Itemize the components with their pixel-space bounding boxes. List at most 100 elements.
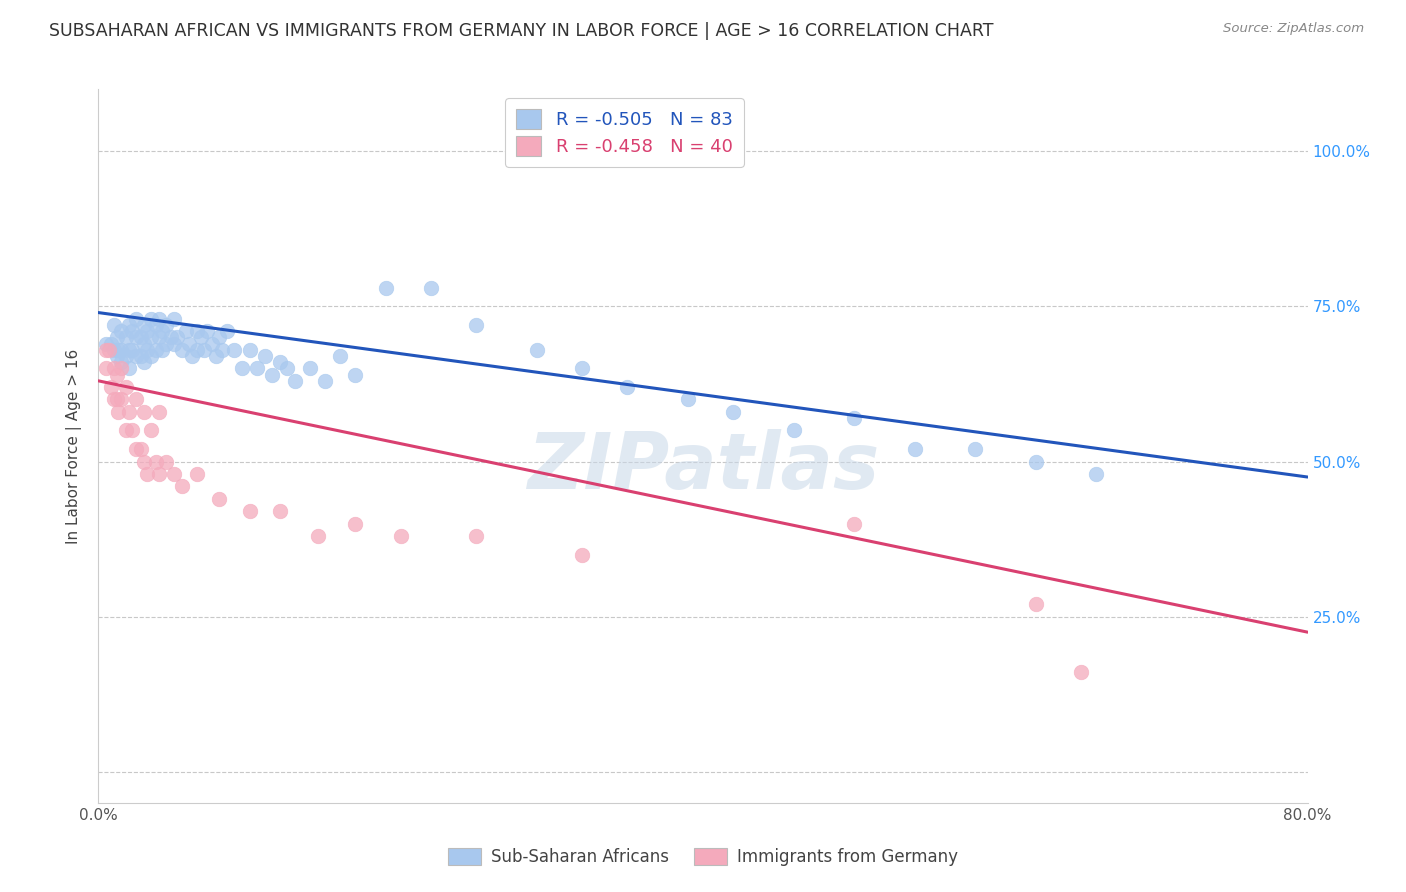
Point [170,479,193,493]
Point [132,405,155,419]
Point [114,380,136,394]
Point [344,368,367,382]
Point [186,467,208,481]
Point [170,343,193,357]
Point [110,343,132,357]
Point [110,392,132,407]
Point [374,281,396,295]
Point [129,442,152,456]
Point [135,324,157,338]
Point [94,336,117,351]
Point [208,330,231,344]
Point [110,324,132,338]
Point [965,442,987,456]
Point [783,424,806,438]
Point [105,392,128,407]
Point [208,491,231,506]
Point [107,343,129,357]
Point [110,355,132,369]
Point [118,343,141,357]
Point [125,442,148,456]
Point [253,349,276,363]
Point [239,504,262,518]
Point [141,424,163,438]
Point [125,311,148,326]
Point [195,324,218,338]
Point [571,361,593,376]
Point [1024,454,1046,468]
Point [103,392,125,407]
Point [155,318,177,332]
Point [118,361,141,376]
Point [465,318,488,332]
Point [148,467,170,481]
Point [166,330,188,344]
Point [190,330,212,344]
Point [299,361,322,376]
Point [571,548,593,562]
Point [114,424,136,438]
Point [155,336,177,351]
Point [224,343,246,357]
Point [105,349,128,363]
Point [616,380,638,394]
Point [132,318,155,332]
Point [1085,467,1108,481]
Point [389,529,412,543]
Point [205,349,228,363]
Point [145,454,167,468]
Point [344,516,367,531]
Point [329,349,352,363]
Point [148,311,170,326]
Point [526,343,548,357]
Point [269,504,291,518]
Point [94,343,117,357]
Point [231,361,253,376]
Point [211,343,233,357]
Point [246,361,269,376]
Point [148,405,170,419]
Point [135,467,157,481]
Point [193,343,215,357]
Point [125,349,148,363]
Point [160,330,183,344]
Point [844,411,866,425]
Point [145,343,167,357]
Point [105,330,128,344]
Point [148,330,170,344]
Point [118,405,141,419]
Point [201,336,224,351]
Point [121,343,143,357]
Y-axis label: In Labor Force | Age > 16: In Labor Force | Age > 16 [66,349,83,543]
Point [100,380,122,394]
Point [150,324,173,338]
Point [420,281,443,295]
Point [163,467,186,481]
Point [145,318,167,332]
Point [215,324,238,338]
Point [141,349,163,363]
Legend: R = -0.505   N = 83, R = -0.458   N = 40: R = -0.505 N = 83, R = -0.458 N = 40 [505,98,744,167]
Point [186,324,208,338]
Point [1070,665,1092,680]
Point [121,424,143,438]
Text: ZIPatlas: ZIPatlas [527,429,879,506]
Point [103,318,125,332]
Text: Source: ZipAtlas.com: Source: ZipAtlas.com [1223,22,1364,36]
Point [239,343,262,357]
Point [163,311,186,326]
Point [276,361,298,376]
Point [844,516,866,531]
Point [904,442,927,456]
Point [174,324,197,338]
Point [129,349,152,363]
Legend: Sub-Saharan Africans, Immigrants from Germany: Sub-Saharan Africans, Immigrants from Ge… [439,840,967,875]
Point [105,368,128,382]
Point [314,374,336,388]
Point [186,343,208,357]
Point [465,529,488,543]
Point [114,330,136,344]
Point [110,361,132,376]
Point [269,355,291,369]
Point [103,361,125,376]
